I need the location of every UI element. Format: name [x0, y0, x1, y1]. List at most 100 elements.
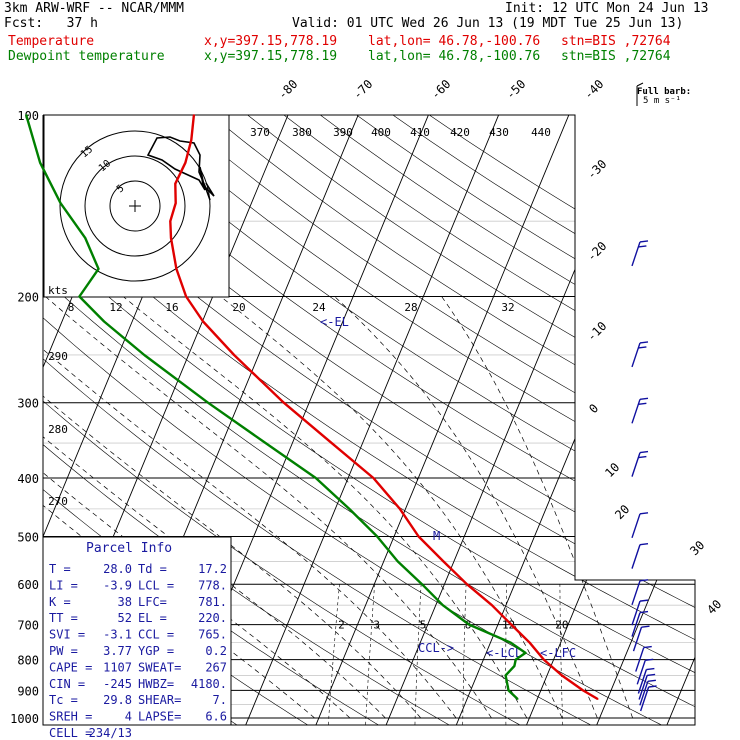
temperature-profile-point — [372, 477, 375, 479]
parcel-value2: 267 — [205, 660, 227, 674]
dewpoint-profile-point — [84, 237, 87, 239]
parcel-key2: YGP = — [138, 644, 174, 658]
moist-adiabat-line — [334, 296, 598, 719]
hodograph-ring — [59, 130, 211, 282]
parcel-value: -3.1 — [103, 628, 132, 642]
parcel-value2: 778. — [198, 578, 227, 592]
pressure-tick-label: 800 — [17, 654, 39, 668]
temperature-profile-point — [596, 698, 599, 700]
temperature-profile-point — [398, 507, 401, 510]
parcel-value2: 781. — [198, 595, 227, 609]
wind-barb — [631, 610, 649, 637]
dewpoint-profile-point — [516, 698, 519, 700]
wind-barb-shaft — [631, 612, 641, 637]
wind-barb-feather — [638, 455, 647, 459]
hodograph-ring-label: 5 — [115, 183, 127, 195]
temperature-profile-point — [491, 604, 493, 607]
wind-barbs — [631, 240, 657, 712]
dry-adiabat-line — [43, 115, 695, 725]
dewpoint-profile-point — [513, 665, 516, 667]
parcel-value2: 17.2 — [198, 562, 227, 576]
wind-barb-shaft — [636, 660, 646, 685]
wind-barb — [632, 625, 650, 652]
dewpoint-profile-point — [514, 658, 517, 661]
wind-barb-feather — [639, 542, 649, 546]
wind-barb-shaft — [631, 544, 641, 569]
dry-adiabat-line — [43, 115, 674, 725]
dewpoint-profile-point — [509, 641, 512, 644]
ccl-annotation: CCL-> — [418, 641, 454, 655]
parcel-key2: Td = — [138, 562, 167, 576]
temperature-profile-point — [466, 583, 468, 586]
dewpoint-profile-point — [59, 202, 62, 205]
mixing-ratio-line — [364, 584, 375, 725]
wind-barb-feather — [647, 673, 656, 677]
dewpoint-profile-point — [264, 442, 267, 444]
lcl-annotation: <-LCL — [486, 646, 522, 660]
scale-label: 12 — [109, 301, 122, 314]
wind-barb — [636, 658, 654, 685]
parcel-value: 1107 — [103, 660, 132, 674]
theta-label: 390 — [333, 126, 353, 139]
moist-adiabat-line — [43, 296, 457, 719]
mixing-ratio-line — [327, 584, 340, 725]
dewpoint-profile-point — [376, 535, 379, 538]
parcel-value2: 765. — [198, 628, 227, 642]
theta-label: 370 — [250, 126, 270, 139]
wind-barb-feather — [641, 625, 650, 628]
pressure-tick-label: 100 — [17, 109, 39, 123]
parcel-value2: 4180. — [191, 677, 227, 691]
barb-legend-title: Full barb: — [637, 87, 691, 97]
dry-adiabat-line — [43, 115, 531, 725]
parcel-key: PW = — [49, 644, 78, 658]
temperature-profile-point — [174, 202, 177, 205]
temperature-profile-point — [560, 674, 563, 677]
parcel-key: SVI = — [49, 628, 85, 642]
dry-adiabat-line — [107, 115, 695, 725]
dewpoint-profile-point — [39, 161, 41, 164]
isotherm-line — [313, 115, 581, 725]
pressure-tick-label: 300 — [17, 397, 39, 411]
wind-barb-feather — [639, 610, 649, 614]
temperature-tick-label: -20 — [584, 239, 609, 264]
parcel-info-box: Parcel Info T = 28.0 Td = 17.2 LI = -3.9 LCL =… — [42, 536, 232, 740]
hodograph-speed-unit: kts — [48, 284, 68, 297]
temperature-profile-point — [193, 114, 195, 116]
wind-barb — [631, 341, 649, 368]
parcel-key2: HWBZ= — [138, 677, 174, 691]
temperature-profile-point — [442, 560, 445, 563]
wind-barb-feather — [645, 658, 654, 662]
barb-legend-flag — [636, 82, 644, 87]
dewpoint-profile-point — [25, 114, 28, 116]
theta-label: 430 — [489, 126, 509, 139]
legend-temperature: Temperature — [8, 34, 95, 49]
mixing-ratio-label: 20 — [555, 618, 568, 631]
barb-legend-value: 5 m s⁻¹ — [643, 96, 681, 106]
temperature-profile-point — [190, 139, 193, 141]
parcel-value2: 0.2 — [205, 644, 227, 658]
dry-adiabat-line — [43, 115, 695, 725]
init-time: Init: 12 UTC Mon 24 Jun 13 — [505, 1, 709, 16]
isotherm-line — [383, 115, 651, 725]
pressure-tick-label: 900 — [17, 684, 39, 698]
dry-adiabat-line — [43, 115, 602, 725]
parcel-key2: LAPSE= — [138, 710, 181, 724]
wind-barb-feather — [639, 450, 649, 454]
temperature-tick-label: 10 — [602, 460, 622, 480]
temperature-tick-label: -70 — [350, 77, 375, 102]
moist-adiabat-line — [43, 296, 351, 719]
temperature-profile-point — [542, 658, 545, 661]
wind-barb-feather — [638, 402, 647, 405]
dry-adiabat-line — [389, 115, 695, 725]
parcel-value: 52 — [118, 611, 132, 625]
temperature-profile-point — [528, 641, 531, 644]
temperature-profile-point — [185, 295, 187, 298]
parcel-value: 3.77 — [103, 644, 132, 658]
moist-adiabat-line — [441, 296, 634, 719]
scale-label: 16 — [165, 301, 178, 314]
temperature-profile — [169, 114, 599, 701]
mixing-ratio-line — [414, 584, 422, 725]
scale-label: 20 — [232, 301, 245, 314]
temperature-tick-label: -60 — [428, 77, 453, 102]
dewpoint-profile-point — [207, 401, 209, 404]
